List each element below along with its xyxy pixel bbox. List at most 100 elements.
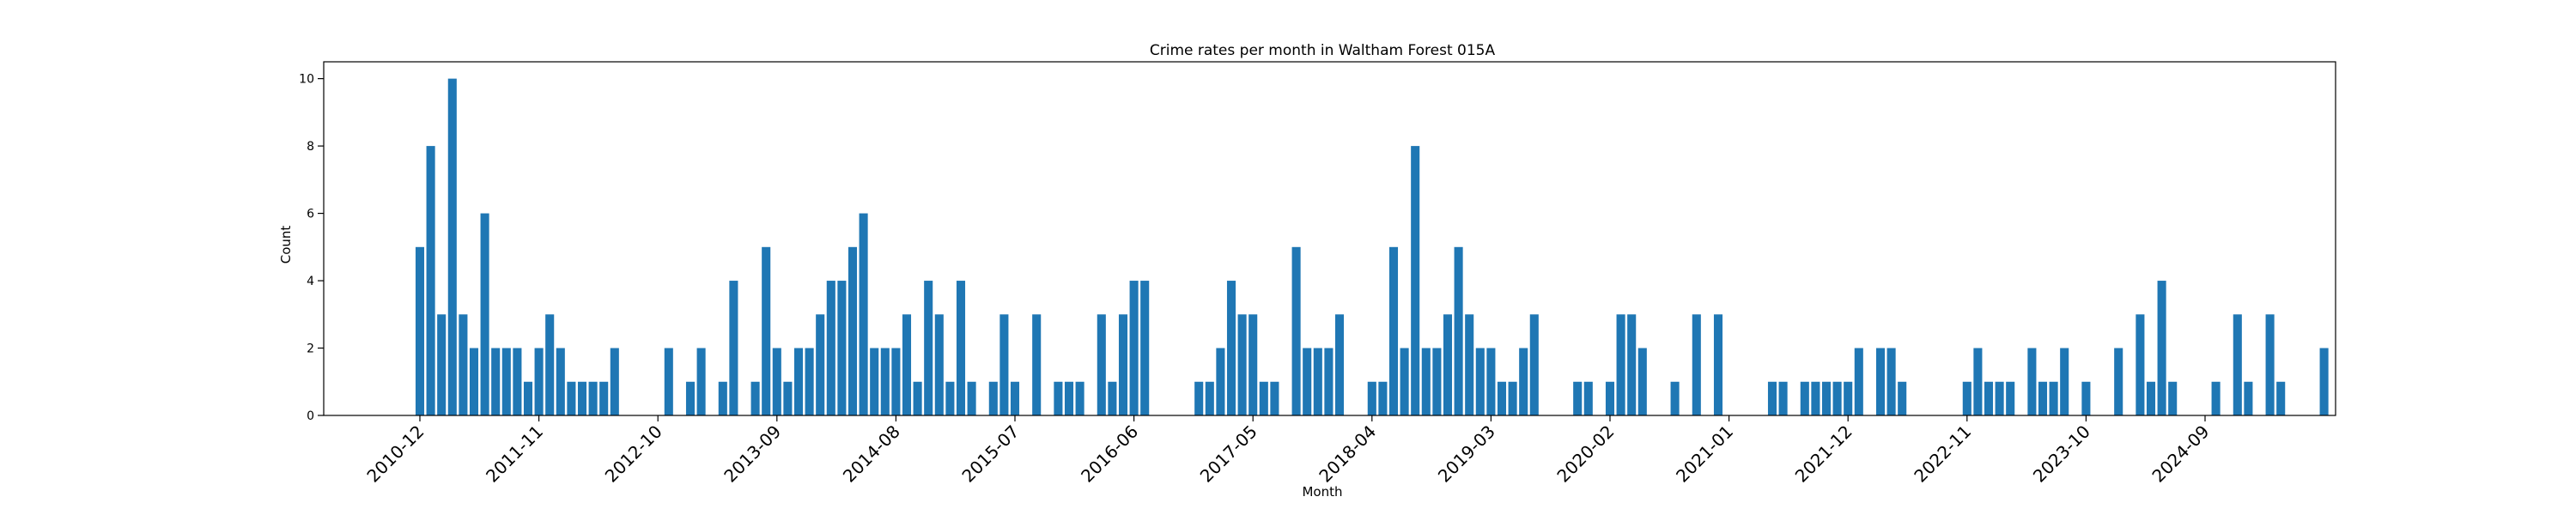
bar <box>793 348 804 415</box>
bar <box>1118 314 1128 415</box>
bar <box>934 314 944 415</box>
bar <box>2060 348 2069 415</box>
x-tick-label: 2020-02 <box>1552 421 1618 487</box>
bar <box>729 281 738 415</box>
bar <box>577 381 587 415</box>
bar <box>685 381 696 415</box>
bar <box>1844 381 1853 415</box>
bar <box>1832 381 1842 415</box>
bar <box>1226 281 1236 415</box>
bar <box>1237 314 1247 415</box>
bar <box>1216 348 1225 415</box>
bar <box>610 348 619 415</box>
bar <box>1811 381 1820 415</box>
bar <box>1605 381 1615 415</box>
bars-group <box>415 78 2329 416</box>
bar <box>1411 146 1420 415</box>
bar <box>545 314 555 415</box>
bar <box>1854 348 1863 415</box>
bar <box>880 348 890 415</box>
bar <box>1475 348 1485 415</box>
x-tick-label: 2011-11 <box>482 421 547 487</box>
bar <box>2265 314 2275 415</box>
bar <box>1583 381 1593 415</box>
bar <box>1313 348 1322 415</box>
bar <box>599 381 609 415</box>
bar <box>1443 314 1453 415</box>
x-tick-label: 2021-12 <box>1791 421 1856 487</box>
bar <box>1400 348 1409 415</box>
bar <box>1259 381 1268 415</box>
bar <box>1962 381 1971 415</box>
y-tick-label: 8 <box>307 140 314 154</box>
bar <box>469 348 479 415</box>
bar <box>415 246 425 415</box>
bar <box>2006 381 2015 415</box>
x-tick-label: 2023-10 <box>2029 421 2094 487</box>
bar <box>523 381 533 415</box>
bar <box>1486 348 1496 415</box>
bar <box>1270 381 1279 415</box>
bar <box>1303 348 1312 415</box>
bar <box>513 348 522 415</box>
x-tick-label: 2024-09 <box>2148 421 2213 487</box>
bar <box>2276 381 2286 415</box>
bar <box>1973 348 1983 415</box>
bar <box>1367 381 1376 415</box>
bar <box>426 146 435 415</box>
bar <box>1194 381 1204 415</box>
bar <box>2049 381 2058 415</box>
bar <box>967 381 976 415</box>
bar <box>750 381 760 415</box>
bar <box>1108 381 1117 415</box>
bar <box>1875 348 1886 415</box>
bar <box>447 78 457 416</box>
bar <box>2211 381 2221 415</box>
bar <box>1291 246 1301 415</box>
bar <box>1508 381 1517 415</box>
x-tick-label: 2016-06 <box>1077 421 1142 487</box>
bar <box>588 381 598 415</box>
bar <box>783 381 793 415</box>
bar <box>1129 281 1139 415</box>
bar <box>1010 381 1020 415</box>
y-tick-label: 4 <box>307 275 314 288</box>
bar <box>762 246 771 415</box>
bar <box>1334 314 1345 415</box>
bar <box>718 381 727 415</box>
bar <box>1670 381 1680 415</box>
x-tick-label: 2013-09 <box>720 421 785 487</box>
bar <box>1054 381 1063 415</box>
bar <box>1713 314 1723 415</box>
bar <box>1886 348 1896 415</box>
bar <box>2244 381 2253 415</box>
bar <box>1032 314 1042 415</box>
bar <box>1249 314 1258 415</box>
y-axis: 0 2 4 6 8 10 <box>299 73 324 423</box>
bar <box>902 314 912 415</box>
bar <box>1995 381 2004 415</box>
bar <box>2168 381 2178 415</box>
bar <box>1421 348 1431 415</box>
chart-title: Crime rates per month in Waltham Forest … <box>1150 42 1496 59</box>
x-axis-label: Month <box>1302 484 1342 500</box>
x-tick-label: 2022-11 <box>1910 421 1975 487</box>
bar <box>2038 381 2048 415</box>
bar <box>772 348 781 415</box>
bar <box>567 381 576 415</box>
y-tick-label: 0 <box>307 409 314 423</box>
x-tick-label: 2019-03 <box>1434 421 1499 487</box>
plot-frame <box>323 61 2336 416</box>
bar <box>2146 381 2156 415</box>
y-tick-label: 6 <box>307 208 314 221</box>
bar <box>999 314 1009 415</box>
bar <box>1205 381 1214 415</box>
bar <box>1800 381 1809 415</box>
bar <box>988 381 998 415</box>
bar <box>1529 314 1539 415</box>
bar <box>1388 246 1399 415</box>
bar <box>2319 348 2329 415</box>
x-tick-label: 2014-08 <box>839 421 904 487</box>
bar <box>2233 314 2242 415</box>
bar <box>534 348 544 415</box>
